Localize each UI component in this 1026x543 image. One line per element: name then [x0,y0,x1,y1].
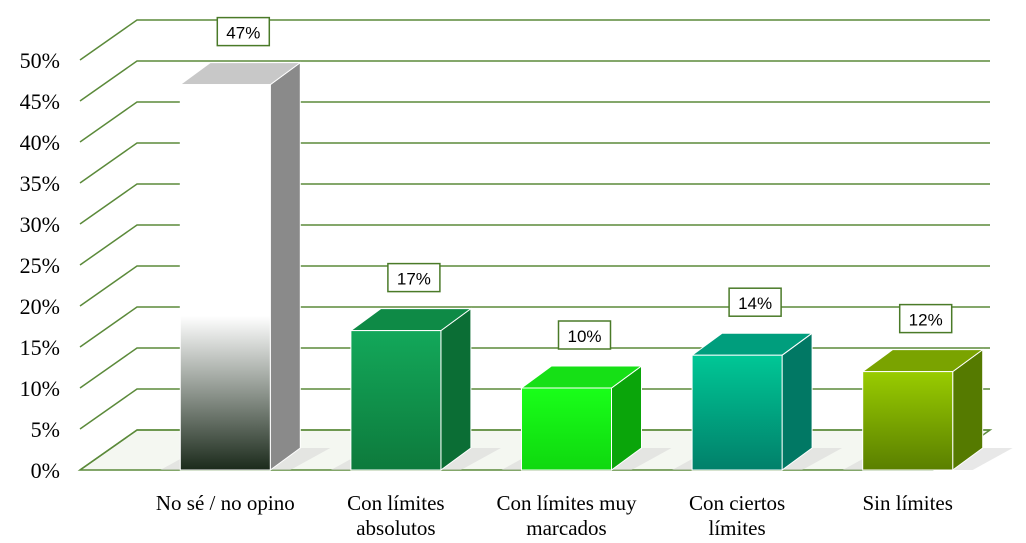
bar [179,84,271,471]
gridline [79,101,990,143]
data-label-box [898,303,953,334]
category-label: marcados [526,516,606,540]
data-label: 10% [567,327,601,346]
data-label-box [216,16,271,47]
y-tick-label: 0% [31,458,60,483]
bar [521,387,612,471]
gridline [79,142,990,184]
bar [862,371,954,471]
y-axis-ticks: 0% 5% 10% 15% 20% 25% 30% 35% 40% 45% 50% [20,48,60,483]
category-label: No sé / no opino [156,491,295,515]
y-tick-label: 50% [20,48,60,73]
data-label: 14% [738,294,772,313]
gridline [79,183,990,225]
bars [160,61,1013,471]
category-label: límites [709,516,766,540]
gridline [79,306,990,348]
y-tick-label: 5% [31,417,60,442]
gridline [79,60,990,102]
y-tick-label: 20% [20,294,60,319]
y-tick-label: 10% [20,376,60,401]
bar [691,354,783,471]
category-label: Sin límites [862,491,952,515]
gridline [79,19,990,61]
data-label: 17% [397,270,431,289]
data-label-box [387,262,441,293]
category-label: absolutos [356,516,435,540]
bar-side [440,307,472,471]
data-label-box [728,287,782,317]
y-tick-label: 35% [20,171,60,196]
category-label: Con ciertos [689,491,785,515]
data-label-box [557,320,612,350]
bar [350,330,442,471]
gridline [79,224,990,266]
y-tick-label: 40% [20,130,60,155]
category-label: Con límites [347,491,444,515]
y-tick-label: 15% [20,335,60,360]
data-labels: 47% 17% 10% 14% 12% [216,16,953,350]
y-tick-label: 45% [20,89,60,114]
y-tick-label: 25% [20,253,60,278]
bar-side [269,61,301,471]
data-label: 47% [226,24,260,43]
gridline [79,265,990,307]
y-tick-label: 30% [20,212,60,237]
category-label: Con límites muy [496,491,637,515]
bar-side [781,332,813,471]
data-label: 12% [909,311,943,330]
